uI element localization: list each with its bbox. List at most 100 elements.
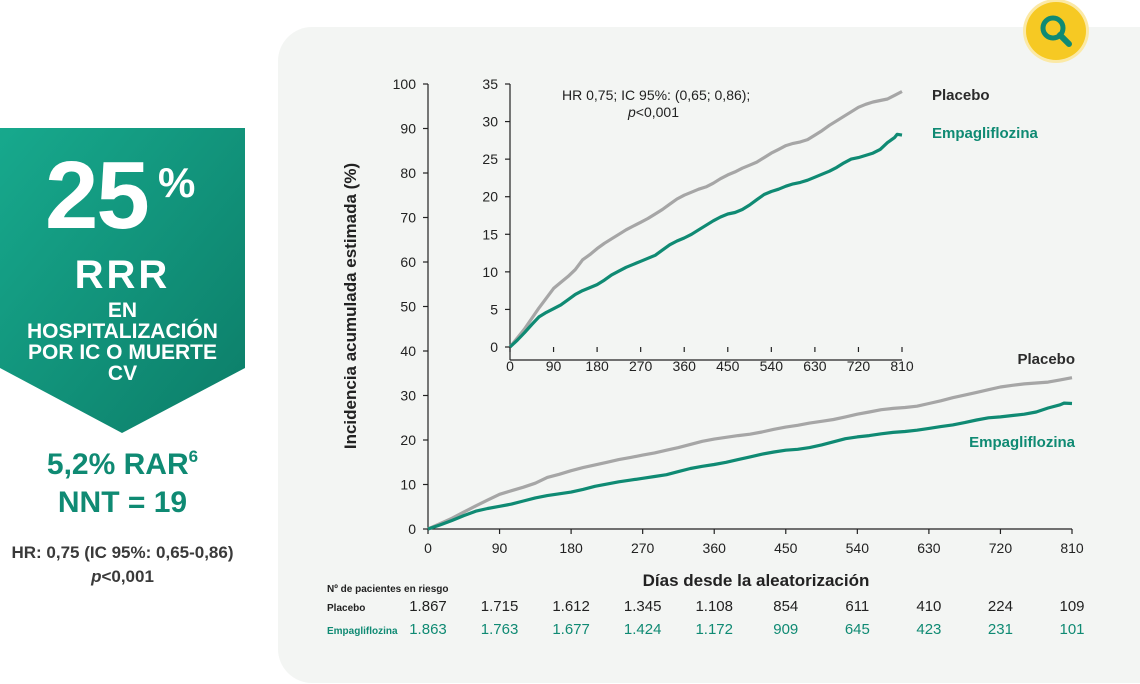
description-line: POR IC O MUERTE: [27, 341, 217, 364]
inset-y-tick-label: 30: [482, 114, 498, 130]
main-x-tick-label: 270: [631, 540, 655, 556]
banner-shape: [0, 128, 245, 433]
main-x-tick-label: 540: [846, 540, 870, 556]
risk-table-heading: Nº de pacientes en riesgo: [327, 584, 448, 595]
inset-chart: 0 5 10 15 20 25 30 35 0 90 180 270 360 450 540 630 720 8…: [482, 76, 1038, 374]
rar-footnote: 6: [188, 447, 199, 466]
risk-value: 1.345: [624, 598, 662, 615]
inset-p-letter: p: [627, 104, 636, 120]
description-line: HOSPITALIZACIÓN: [27, 320, 218, 343]
inset-y-tick-label: 0: [490, 339, 498, 355]
main-y-tick-label: 90: [400, 121, 416, 137]
risk-value: 1.677: [552, 621, 590, 638]
main-label-empagliflozina: Empagliflozina: [969, 434, 1076, 451]
inset-annotation-line2: p<0,001: [627, 104, 679, 120]
rar-stat: 5,2% RAR6: [0, 447, 245, 481]
main-x-tick-label: 360: [703, 540, 727, 556]
inset-x-tick-label: 540: [760, 358, 784, 374]
inset-x-ticks: 0 90 180 270 360 450 540 630 720 810: [506, 347, 914, 374]
main-x-tick-label: 720: [989, 540, 1013, 556]
rrr-percent-sign: %: [158, 159, 196, 206]
chart-panel: [278, 27, 1140, 683]
rrr-label: RRR: [74, 253, 171, 297]
main-x-tick-label: 0: [424, 540, 432, 556]
inset-y-ticks: 0 5 10 15 20 25 30 35: [482, 76, 510, 355]
main-line-placebo: [427, 376, 1073, 531]
main-y-tick-label: 100: [393, 76, 417, 92]
inset-y-tick-label: 35: [482, 76, 498, 92]
main-x-tick-label: 810: [1060, 540, 1084, 556]
main-y-tick-label: 10: [400, 477, 416, 493]
main-x-tick-label: 450: [774, 540, 798, 556]
main-y-tick-label: 0: [408, 521, 416, 537]
inset-y-tick-label: 5: [490, 301, 498, 317]
inset-x-tick-label: 720: [847, 358, 871, 374]
risk-value: 611: [845, 598, 869, 615]
inset-x-tick-label: 450: [716, 358, 740, 374]
description-line: EN: [107, 299, 138, 322]
inset-x-tick-label: 630: [803, 358, 827, 374]
inset-x-tick-label: 180: [585, 358, 609, 374]
main-y-tick-label: 60: [400, 254, 416, 270]
summary-panel: 25 % RRR EN HOSPITALIZACIÓN POR IC O MUE…: [0, 0, 260, 684]
risk-value: 224: [988, 598, 1013, 615]
nnt-stat: NNT = 19: [57, 486, 188, 519]
rrr-description: EN HOSPITALIZACIÓN POR IC O MUERTE CV: [0, 300, 245, 384]
p-letter: p: [91, 567, 102, 586]
zoom-button[interactable]: [1026, 2, 1086, 60]
main-y-tick-label: 50: [400, 299, 416, 315]
inset-x-tick-label: 0: [506, 358, 514, 374]
risk-row-name-empagliflozina: Empagliflozina: [327, 626, 398, 637]
main-x-tick-label: 90: [492, 540, 508, 556]
rar-text: 5,2% RAR: [46, 448, 189, 481]
inset-line-placebo: [508, 90, 903, 349]
main-x-ticks: 0 90 180 270 360 450 540 630 720 810: [424, 529, 1084, 556]
inset-label-empagliflozina: Empagliflozina: [932, 125, 1039, 142]
main-line-empagliflozina: [427, 401, 1073, 531]
main-y-tick-label: 70: [400, 210, 416, 226]
inset-y-tick-label: 10: [482, 264, 498, 280]
inset-y-tick-label: 20: [482, 189, 498, 205]
risk-value: 1.424: [624, 621, 662, 638]
inset-x-tick-label: 360: [673, 358, 697, 374]
main-y-tick-label: 80: [400, 165, 416, 181]
inset-label-placebo: Placebo: [932, 87, 990, 104]
inset-y-tick-label: 25: [482, 151, 498, 167]
p-value-text: p<0,001: [0, 567, 245, 587]
inset-p-value: <0,001: [636, 104, 679, 120]
risk-table: Nº de pacientes en riesgo Placebo Empagl…: [327, 584, 1085, 638]
inset-x-tick-label: 90: [546, 358, 562, 374]
risk-value: 1.172: [695, 621, 733, 638]
rrr-banner: [0, 128, 245, 433]
risk-value: 1.612: [552, 598, 590, 615]
x-axis-title: Días desde la aleatorización: [643, 571, 870, 590]
main-y-tick-label: 20: [400, 432, 416, 448]
main-y-ticks: 0 10 20 30 40 50 60 70 80 90 100: [393, 76, 428, 537]
description-line: CV: [107, 362, 138, 385]
risk-value: 1.763: [481, 621, 519, 638]
main-x-tick-label: 180: [559, 540, 583, 556]
inset-line-empagliflozina: [508, 132, 903, 349]
risk-value: 645: [845, 621, 870, 638]
risk-value: 1.715: [481, 598, 519, 615]
risk-value: 909: [773, 621, 798, 638]
inset-x-tick-label: 810: [890, 358, 914, 374]
p-value: <0,001: [101, 567, 154, 586]
risk-row-name-placebo: Placebo: [327, 603, 365, 614]
main-label-placebo: Placebo: [1017, 351, 1075, 368]
inset-annotation-line1: HR 0,75; IC 95%: (0,65; 0,86);: [562, 87, 750, 103]
risk-value: 1.867: [409, 598, 447, 615]
rrr-percent-value: 25: [45, 142, 150, 249]
risk-value: 231: [988, 621, 1013, 638]
y-axis-title: Incidencia acumulada estimada (%): [341, 163, 360, 449]
risk-value: 1.108: [695, 598, 733, 615]
risk-values: 1.867 1.715 1.612 1.345 1.108 854 611 410 224 109…: [409, 598, 1084, 638]
hr-text: HR: 0,75 (IC 95%: 0,65-0,86): [11, 543, 234, 562]
inset-series: [508, 90, 903, 349]
risk-value: 1.863: [409, 621, 447, 638]
risk-value: 101: [1059, 621, 1084, 638]
inset-x-tick-label: 270: [629, 358, 653, 374]
risk-value: 410: [916, 598, 941, 615]
